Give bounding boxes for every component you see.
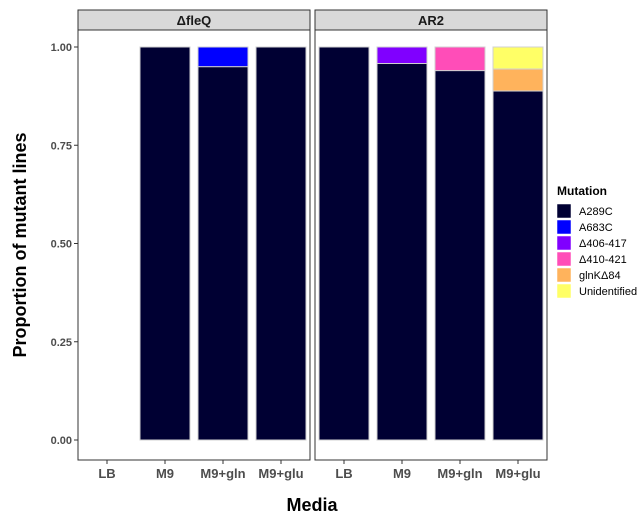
x-tick-label: LB <box>335 466 352 481</box>
bar-segment-A289C <box>434 70 486 441</box>
y-axis-title: Proportion of mutant lines <box>10 133 30 358</box>
x-tick-label: M9+glu <box>258 466 303 481</box>
facet-panel: ΔfleQ LB M9 M9+gln M9+glu <box>77 9 311 481</box>
x-tick-label: M9+gln <box>200 466 245 481</box>
bar-segment-A289C <box>318 46 370 441</box>
legend-swatch <box>556 251 572 267</box>
facet-strip-label: AR2 <box>418 13 444 28</box>
x-tick-label: M9+gln <box>437 466 482 481</box>
bar-segment-Δ410-421 <box>434 46 486 72</box>
legend-label: glnKΔ84 <box>579 270 621 282</box>
x-tick-label: LB <box>98 466 115 481</box>
legend-swatch <box>556 203 572 219</box>
legend-label: Δ410-421 <box>579 254 627 266</box>
legend-label: Δ406-417 <box>579 238 627 250</box>
bar-segment-A289C <box>197 66 249 441</box>
legend-swatch <box>556 267 572 283</box>
bar-segment-A289C <box>255 46 307 441</box>
legend-label: A683C <box>579 222 613 234</box>
x-tick-label: M9 <box>156 466 174 481</box>
bar-segment-A289C <box>492 90 544 441</box>
y-tick-label: 1.00 <box>51 42 72 54</box>
y-tick-label: 0.75 <box>51 140 72 152</box>
y-tick-label: 0.25 <box>51 337 72 349</box>
bar-segment-Δ406-417 <box>376 46 428 65</box>
y-tick-label: 0.00 <box>51 435 72 447</box>
bar-segment-glnKΔ84 <box>492 68 544 92</box>
x-tick-label: M9 <box>393 466 411 481</box>
bar-segment-A683C <box>197 46 249 68</box>
bar-segment-A289C <box>139 46 191 441</box>
legend-label: A289C <box>579 206 613 218</box>
legend-swatch <box>556 235 572 251</box>
y-tick-label: 0.50 <box>51 239 72 251</box>
x-tick-label: M9+glu <box>495 466 540 481</box>
legend-swatch <box>556 283 572 299</box>
x-axis-title: Media <box>286 495 338 514</box>
facet-panel: AR2 LB M9 M9+gln M9+glu <box>314 9 548 481</box>
facet-strip-label: ΔfleQ <box>177 13 212 28</box>
bar-segment-Unidentified <box>492 46 544 70</box>
bar-segment-A289C <box>376 63 428 441</box>
legend-title: Mutation <box>557 184 607 198</box>
legend-label: Unidentified <box>579 286 637 298</box>
legend-swatch <box>556 219 572 235</box>
